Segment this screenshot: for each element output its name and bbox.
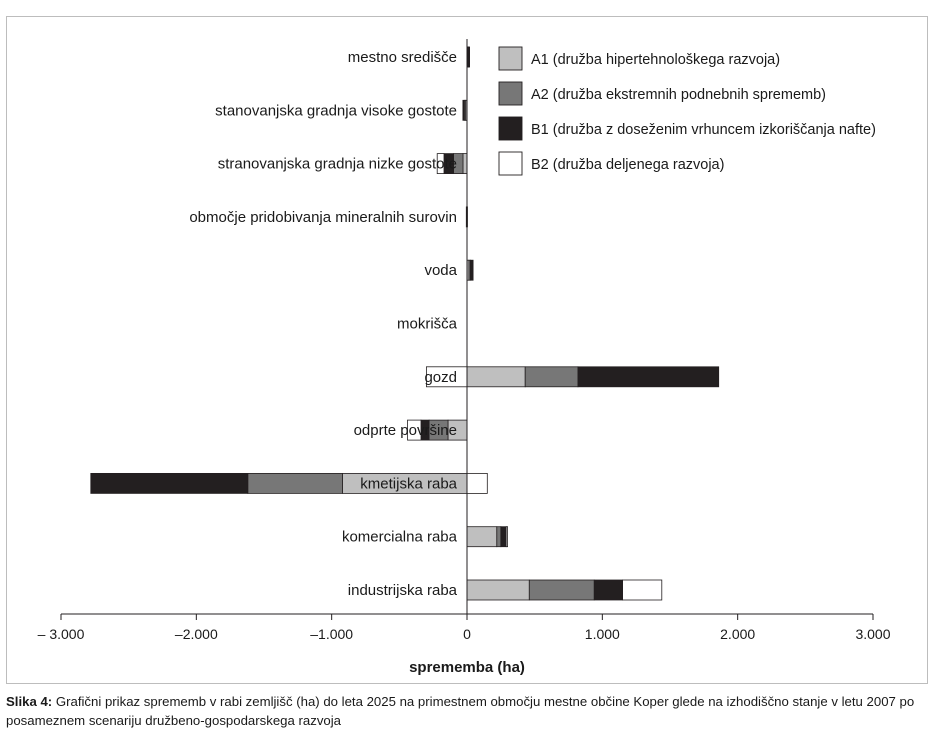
category-label-10: komercialna raba [342,529,458,546]
bar-4-9 [466,472,488,494]
x-tick-label-6: 2.000 [720,626,755,642]
category-label-8: odprte površine [354,422,457,439]
bar-3-2 [462,99,465,121]
x-tick-label-7: 3.000 [855,626,890,642]
category-label-9: kmetijska raba [360,475,457,492]
legend-label-2: A2 (družba ekstremnih podnebnih sprememb… [531,87,826,103]
legend-swatch-1 [498,46,523,71]
category-label-3: stranovanjska gradnja nizke gostote [218,156,457,173]
bar-3-9 [90,472,249,494]
bar-2-10 [496,526,502,548]
category-label-2: stanovanjska gradnja visoke gostote [215,102,457,119]
legend-label-3: B1 (družba z doseženim vrhuncem izkorišč… [531,122,876,138]
bar-3-10 [500,526,507,548]
bar-2-9 [247,472,343,494]
x-tick-label-1: – 3.000 [38,626,85,642]
caption-text: Grafični prikaz sprememb v rabi zemljišč… [6,694,915,728]
bar-3-11 [593,579,624,601]
x-tick-label-4: 0 [463,626,471,642]
legend-swatch-2 [498,81,523,106]
chart-svg: mestno središče stanovanjska gradnja viso… [38,39,891,676]
bar-1-7 [466,366,526,388]
x-axis-title: sprememba (ha) [409,659,525,676]
x-tick-label-5: 1.000 [585,626,620,642]
bar-3-7 [577,366,720,388]
legend-swatch-3 [498,116,523,141]
bar-4-3 [436,153,445,175]
bar-4-8 [407,419,422,441]
category-label-7: gozd [424,369,457,386]
legend-label-4: B2 (družba deljenega razvoja) [531,157,724,173]
bar-4-10 [505,526,509,548]
bar-3-1 [467,46,470,68]
bar-1-3 [462,153,468,175]
category-label-6: mokrišča [397,316,458,333]
category-label-1: mestno središče [348,49,457,66]
bar-3-5 [469,259,474,281]
category-label-11: industrijska raba [348,582,458,599]
category-label-5: voda [424,262,457,279]
x-tick-label-3: –1.000 [310,626,353,642]
bar-2-11 [528,579,595,601]
figure-caption: Slika 4: Grafični prikaz sprememb v rabi… [6,692,930,730]
x-tick-label-2: –2.000 [175,626,218,642]
chart-frame: mestno središče stanovanjska gradnja viso… [6,16,928,684]
legend-label-1: A1 (družba hipertehnološkega razvoja) [531,52,780,68]
bar-2-7 [524,366,579,388]
category-label-4: območje pridobivanja mineralnih surovin [189,209,457,226]
legend-swatch-4 [498,151,523,176]
bar-1-10 [466,526,498,548]
bar-1-11 [466,579,530,601]
bar-4-11 [622,579,663,601]
caption-prefix: Slika 4: [6,694,53,709]
